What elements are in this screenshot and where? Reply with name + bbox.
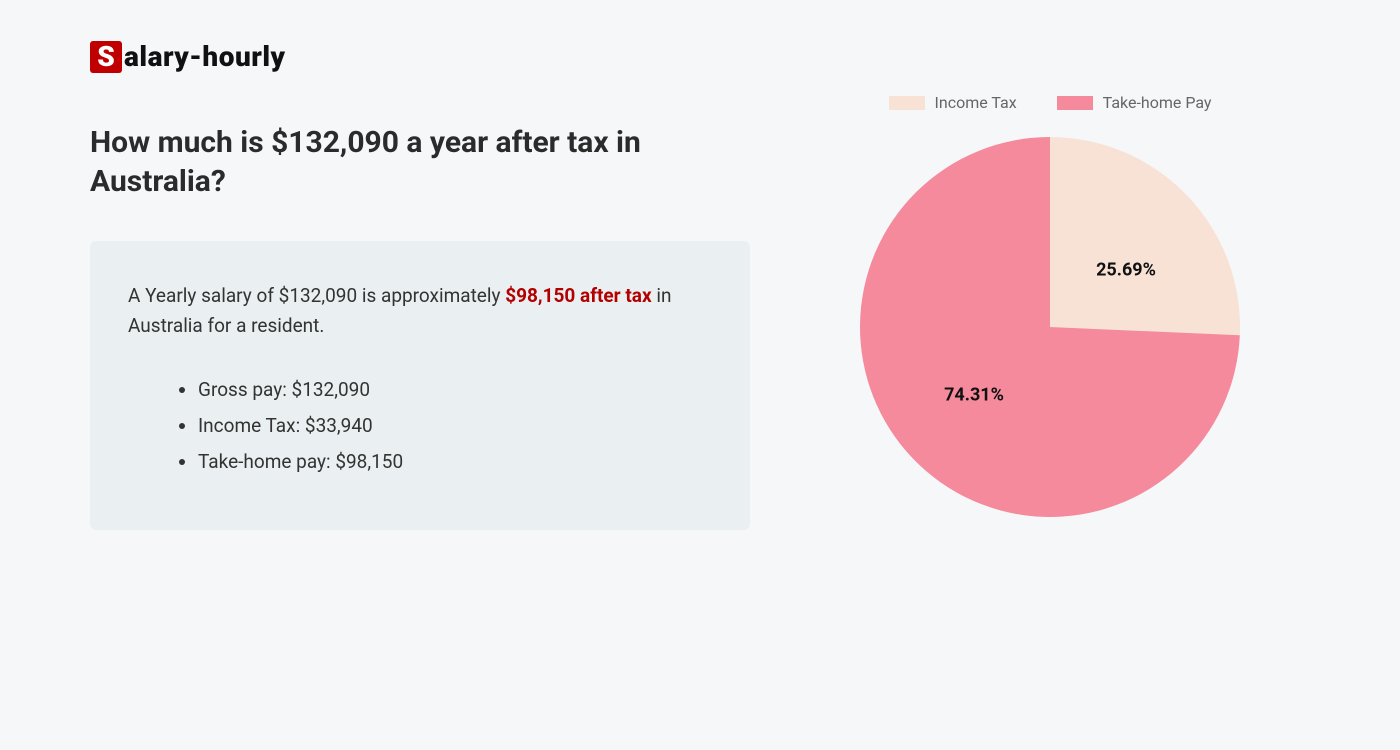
logo-badge: S [90,41,122,73]
pie-svg [860,137,1240,517]
site-logo: S alary-hourly [90,40,1310,73]
chart-legend: Income Tax Take-home Pay [889,93,1212,112]
page-title: How much is $132,090 a year after tax in… [90,123,750,201]
legend-swatch [1057,96,1093,110]
list-item: Gross pay: $132,090 [198,372,712,408]
left-column: How much is $132,090 a year after tax in… [90,123,750,530]
summary-text: A Yearly salary of $132,090 is approxima… [128,281,712,342]
content-row: How much is $132,090 a year after tax in… [90,123,1310,530]
legend-item-take-home: Take-home Pay [1057,93,1212,112]
legend-swatch [889,96,925,110]
slice-label-take-home: 74.31% [944,385,1004,406]
right-column: Income Tax Take-home Pay 25.69% 74.31% [830,93,1270,517]
pie-chart: 25.69% 74.31% [860,137,1240,517]
list-item: Income Tax: $33,940 [198,408,712,444]
info-card: A Yearly salary of $132,090 is approxima… [90,241,750,530]
legend-item-income-tax: Income Tax [889,93,1017,112]
legend-label: Take-home Pay [1103,93,1212,112]
summary-highlight: $98,150 after tax [505,284,651,307]
slice-label-income-tax: 25.69% [1096,260,1156,281]
breakdown-list: Gross pay: $132,090 Income Tax: $33,940 … [128,372,712,480]
page-root: S alary-hourly How much is $132,090 a ye… [0,0,1400,570]
summary-prefix: A Yearly salary of $132,090 is approxima… [128,284,505,307]
legend-label: Income Tax [935,93,1017,112]
list-item: Take-home pay: $98,150 [198,444,712,480]
logo-text: alary-hourly [124,40,286,73]
